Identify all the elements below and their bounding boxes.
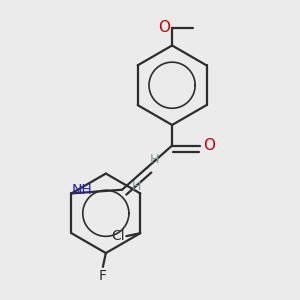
Text: NH: NH	[72, 183, 92, 197]
Text: F: F	[99, 269, 107, 283]
Text: H: H	[150, 153, 159, 166]
Text: H: H	[131, 180, 141, 193]
Text: Cl: Cl	[112, 229, 125, 243]
Text: O: O	[159, 20, 171, 35]
Text: O: O	[203, 138, 215, 153]
